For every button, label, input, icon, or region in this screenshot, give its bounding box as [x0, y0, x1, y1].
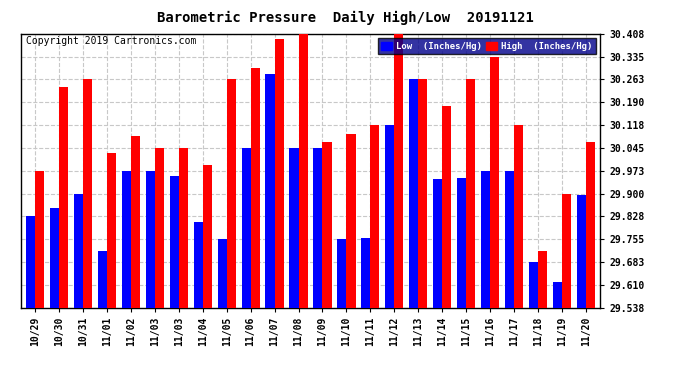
Bar [409, 80, 418, 308]
Bar [289, 148, 299, 308]
Bar [217, 239, 227, 308]
Bar [442, 106, 451, 307]
Bar [59, 87, 68, 308]
Bar [266, 74, 275, 308]
Bar [131, 136, 140, 308]
Bar [83, 80, 92, 308]
Bar [529, 262, 538, 308]
Bar [74, 194, 83, 308]
Bar [466, 80, 475, 308]
Bar [514, 125, 523, 308]
Bar [35, 171, 44, 308]
Text: Copyright 2019 Cartronics.com: Copyright 2019 Cartronics.com [26, 36, 197, 46]
Bar [227, 80, 236, 308]
Bar [50, 208, 59, 308]
Bar [337, 239, 346, 308]
Bar [250, 68, 259, 308]
Bar [155, 148, 164, 308]
Bar [170, 176, 179, 308]
Bar [179, 148, 188, 308]
Bar [553, 282, 562, 308]
Text: Barometric Pressure  Daily High/Low  20191121: Barometric Pressure Daily High/Low 20191… [157, 11, 533, 26]
Bar [490, 57, 500, 308]
Bar [457, 178, 466, 308]
Bar [146, 171, 155, 308]
Bar [26, 216, 35, 308]
Bar [562, 194, 571, 308]
Bar [313, 148, 322, 308]
Bar [385, 125, 394, 308]
Bar [241, 148, 250, 308]
Bar [299, 34, 308, 308]
Legend: Low  (Inches/Hg), High  (Inches/Hg): Low (Inches/Hg), High (Inches/Hg) [378, 38, 595, 54]
Bar [505, 171, 514, 308]
Bar [481, 171, 490, 308]
Bar [275, 39, 284, 308]
Bar [371, 125, 380, 308]
Bar [346, 134, 355, 308]
Bar [203, 165, 212, 308]
Bar [362, 238, 371, 308]
Bar [394, 34, 404, 308]
Bar [98, 251, 107, 308]
Bar [194, 222, 203, 308]
Bar [577, 195, 586, 308]
Bar [433, 179, 442, 308]
Bar [418, 80, 427, 308]
Bar [586, 142, 595, 308]
Bar [107, 153, 116, 308]
Bar [322, 142, 332, 308]
Bar [538, 251, 547, 308]
Bar [121, 171, 131, 308]
